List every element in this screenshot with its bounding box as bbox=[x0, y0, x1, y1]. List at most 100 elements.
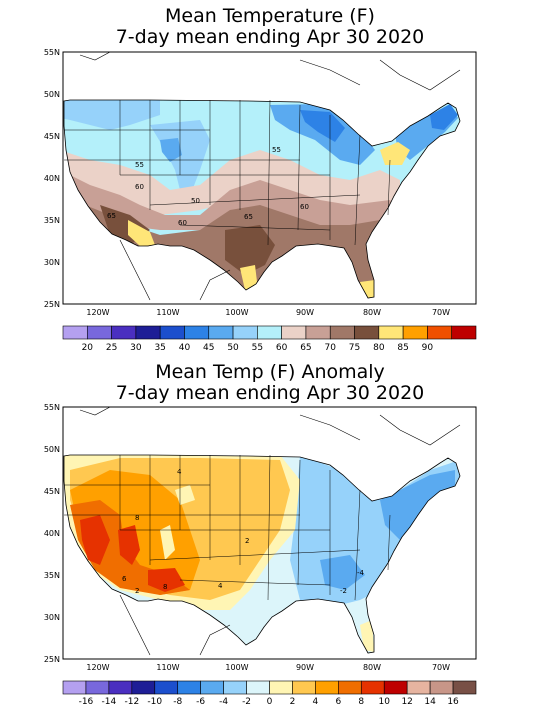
field-10-12-utah bbox=[118, 525, 140, 565]
lat-label: 30N bbox=[44, 613, 60, 622]
legend-label: 90 bbox=[422, 343, 434, 353]
legend-swatch bbox=[232, 325, 258, 340]
field-75-80-ny bbox=[380, 142, 410, 165]
legend-swatch bbox=[269, 680, 293, 695]
lon-label: 110W bbox=[156, 663, 179, 672]
contour-label: 8 bbox=[135, 514, 139, 522]
legend-swatch bbox=[223, 680, 247, 695]
legend-label: 65 bbox=[300, 343, 311, 353]
legend-swatch bbox=[135, 325, 161, 340]
map1-title-line2: 7-day mean ending Apr 30 2020 bbox=[115, 26, 425, 48]
contour-label: 65 bbox=[107, 212, 116, 220]
legend-swatch bbox=[111, 325, 137, 340]
legend-label: 0 bbox=[267, 697, 273, 707]
legend-swatch bbox=[159, 325, 185, 340]
lon-label: 100W bbox=[225, 308, 248, 317]
legend-swatch bbox=[184, 325, 210, 340]
legend-swatch bbox=[354, 325, 380, 340]
map2-latitude-labels: 55N 50N 45N 40N 35N 30N 25N bbox=[44, 403, 60, 664]
field-60-65 bbox=[64, 170, 400, 240]
legend-swatch bbox=[338, 680, 362, 695]
contour-label: 50 bbox=[191, 197, 200, 205]
lon-label: 120W bbox=[86, 663, 109, 672]
lat-label: 40N bbox=[44, 529, 60, 538]
legend-swatch bbox=[315, 680, 339, 695]
contour-label: -2 bbox=[340, 587, 347, 595]
field-10-12-nevada bbox=[80, 515, 110, 565]
lon-label: 70W bbox=[432, 308, 450, 317]
contour-label: -4 bbox=[357, 569, 365, 577]
legend-label: -10 bbox=[147, 697, 162, 707]
legend-swatch bbox=[200, 680, 224, 695]
map1-frame bbox=[62, 51, 477, 305]
state-lines-vertical bbox=[119, 454, 391, 601]
contour-label: 4 bbox=[218, 582, 223, 590]
contour-label: 65 bbox=[244, 213, 253, 221]
legend-swatch bbox=[329, 325, 355, 340]
map2-frame bbox=[62, 406, 477, 660]
legend-swatch bbox=[85, 680, 110, 695]
legend-swatch bbox=[360, 680, 385, 695]
legend-label: 35 bbox=[154, 343, 165, 353]
field-45-50-northwest bbox=[64, 100, 160, 130]
legend-label: 45 bbox=[203, 343, 214, 353]
legend-swatch bbox=[427, 325, 453, 340]
legend-label: 4 bbox=[313, 697, 319, 707]
contour-label: 2 bbox=[245, 537, 249, 545]
field-2-4-florida bbox=[360, 620, 374, 652]
legend-swatch bbox=[208, 325, 234, 340]
legend-swatch bbox=[451, 325, 477, 340]
map1-latitude-labels: 55N 50N 45N 40N 35N 30N 25N bbox=[44, 48, 60, 309]
lat-label: 45N bbox=[44, 132, 60, 141]
legend-label: 12 bbox=[401, 697, 412, 707]
lat-label: 40N bbox=[44, 174, 60, 183]
contour-label: 4 bbox=[177, 468, 182, 476]
map1-boundaries bbox=[63, 52, 461, 301]
legend-label: -12 bbox=[124, 697, 139, 707]
legend-swatch bbox=[62, 680, 87, 695]
legend-label: -6 bbox=[196, 697, 205, 707]
legend-swatch bbox=[452, 680, 477, 695]
contour-label: 60 bbox=[135, 183, 144, 191]
lat-label: 50N bbox=[44, 90, 60, 99]
map2-contour-labels: 4 8 2 8 6 4 2 -2 -4 bbox=[122, 468, 365, 595]
coastlines-outside bbox=[79, 52, 461, 301]
field-35-40-great-lakes bbox=[300, 110, 345, 142]
contour-label: 55 bbox=[272, 146, 281, 154]
legend-label: 2 bbox=[290, 697, 296, 707]
map1-longitude-labels: 120W 110W 100W 90W 80W 70W bbox=[86, 308, 450, 317]
legend-swatch bbox=[305, 325, 331, 340]
coastlines-outside bbox=[79, 407, 461, 656]
lat-label: 30N bbox=[44, 258, 60, 267]
lat-label: 55N bbox=[44, 403, 60, 412]
legend-swatch bbox=[108, 680, 133, 695]
state-lines-horizontal bbox=[64, 484, 361, 586]
legend-swatch bbox=[154, 680, 179, 695]
contour-label: 60 bbox=[300, 203, 309, 211]
legend-swatch bbox=[383, 680, 408, 695]
legend-label: 85 bbox=[397, 343, 408, 353]
legend-label: 25 bbox=[106, 343, 117, 353]
legend-label: 80 bbox=[373, 343, 385, 353]
legend-swatch bbox=[281, 325, 307, 340]
lon-label: 120W bbox=[86, 308, 109, 317]
map2-title-line1: Mean Temp (F) Anomaly bbox=[155, 361, 385, 383]
field-neg4-neg2-southeast bbox=[320, 555, 365, 590]
legend-label: 75 bbox=[349, 343, 360, 353]
field-2-4-colorado-hole bbox=[160, 525, 175, 560]
lon-label: 110W bbox=[156, 308, 179, 317]
legend-swatch bbox=[292, 680, 316, 695]
legend-label: 16 bbox=[447, 697, 459, 707]
lon-label: 90W bbox=[296, 308, 314, 317]
lat-label: 45N bbox=[44, 487, 60, 496]
contour-label: 2 bbox=[135, 587, 139, 595]
us-outline bbox=[63, 454, 461, 654]
legend-swatch bbox=[257, 325, 282, 340]
lon-label: 80W bbox=[363, 308, 381, 317]
field-10-12-arizona bbox=[148, 568, 185, 592]
contour-label: 60 bbox=[178, 219, 187, 227]
map1-title-line1: Mean Temperature (F) bbox=[165, 5, 375, 27]
lon-label: 80W bbox=[363, 663, 381, 672]
legend-swatch bbox=[86, 325, 112, 340]
legend-swatch bbox=[402, 325, 428, 340]
